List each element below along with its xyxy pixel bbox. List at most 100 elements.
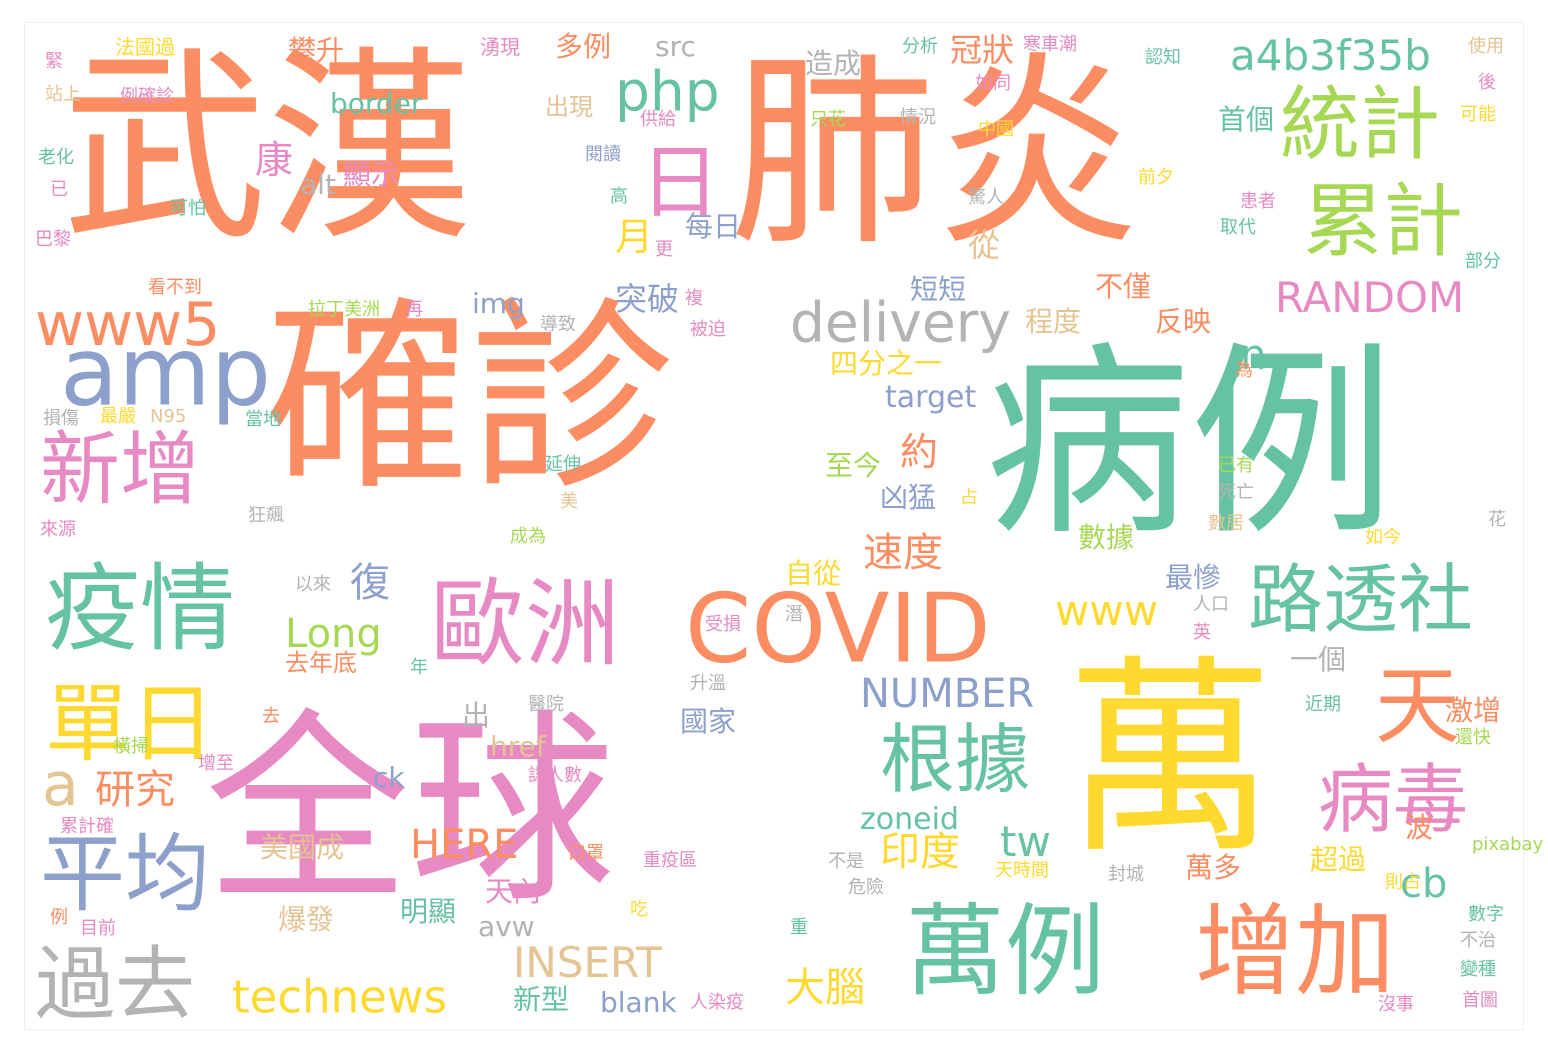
word-cloud-word: www <box>1055 586 1159 635</box>
word-cloud-word: border <box>330 87 423 120</box>
word-cloud-word: href <box>490 730 546 763</box>
word-cloud-word: 凶猛 <box>880 481 937 514</box>
word-cloud-word: 高 <box>610 186 628 207</box>
word-cloud-word: 萬 <box>1065 637 1276 882</box>
word-cloud-word: 根據 <box>880 715 1031 804</box>
word-cloud-word: 患者 <box>1240 191 1276 212</box>
word-cloud-word: 月 <box>615 215 654 259</box>
word-cloud-word: 沒事 <box>1378 994 1414 1015</box>
word-cloud-word: 康 <box>255 138 294 182</box>
word-cloud-word: 認知 <box>1145 47 1181 68</box>
word-cloud-word: img <box>472 287 525 320</box>
word-cloud-word: 單日 <box>45 675 216 775</box>
word-cloud-word: 升溫 <box>690 673 726 694</box>
word-cloud-word: 肺炎 <box>730 35 1140 274</box>
word-cloud-word: 吃 <box>630 899 648 920</box>
word-cloud-word: 目前 <box>80 918 116 939</box>
word-cloud-word: Long <box>285 611 382 657</box>
word-cloud-word: 速度 <box>863 530 943 576</box>
word-cloud-word: 首圖 <box>1462 990 1498 1011</box>
word-cloud-word: 人染疫 <box>690 992 744 1013</box>
word-cloud-word: www5 <box>35 290 221 360</box>
word-cloud-word: 多例 <box>555 30 612 63</box>
word-cloud-word: 湧現 <box>480 35 520 59</box>
word-cloud-word: 後 <box>1478 72 1496 93</box>
word-cloud-word: 驚人 <box>968 187 1004 208</box>
word-cloud-word: 反映 <box>1155 305 1212 338</box>
word-cloud-word: 老化 <box>38 147 74 168</box>
word-cloud-word: 約 <box>900 430 939 474</box>
word-cloud-word: 延伸 <box>545 454 581 475</box>
word-cloud-word: 成為 <box>510 526 546 547</box>
word-cloud-word: 過去 <box>35 938 195 1031</box>
word-cloud-word: 封城 <box>1108 864 1144 885</box>
word-cloud-word: 印度 <box>880 829 960 875</box>
word-cloud-word: 數據 <box>1078 521 1135 554</box>
word-cloud-word: 拉丁美洲 <box>308 299 380 320</box>
word-cloud-word: 統計 <box>1280 78 1440 171</box>
word-cloud-word: blank <box>600 986 677 1019</box>
word-cloud-word: 萬例 <box>905 893 1105 1010</box>
word-cloud-word: 看不到 <box>148 277 202 298</box>
word-cloud-word: 造成 <box>805 47 862 80</box>
word-cloud-word: 可能 <box>1460 104 1496 125</box>
word-cloud-word: 病例 <box>985 325 1395 564</box>
word-cloud-word: COVID <box>685 574 991 685</box>
word-cloud-word: 死亡 <box>1218 482 1254 503</box>
word-cloud-word: 變種 <box>1460 959 1496 980</box>
word-cloud-word: 可怕 <box>170 198 206 219</box>
word-cloud-word: 已 <box>50 179 68 200</box>
word-cloud-word: 損傷 <box>43 408 79 429</box>
word-cloud-word: 超過 <box>1310 843 1367 876</box>
word-cloud-word: 如同 <box>975 73 1011 94</box>
word-cloud-word: 確診 <box>265 280 675 519</box>
word-cloud-word: 美 <box>560 491 578 512</box>
word-cloud-word: 只花 <box>810 109 846 130</box>
word-cloud-word: 出現 <box>545 93 593 121</box>
word-cloud-word: 平均 <box>40 825 211 925</box>
word-cloud-word: 來源 <box>40 519 76 540</box>
word-cloud-word: 橫掃 <box>113 736 149 757</box>
word-cloud-word: 例確診 <box>120 86 174 107</box>
word-cloud-word: 路透社 <box>1248 555 1474 644</box>
word-cloud-word: 閱讀 <box>585 144 621 165</box>
word-cloud-word: 出 <box>462 699 491 732</box>
word-cloud-word: amp <box>60 317 272 428</box>
word-cloud-word: 國家 <box>680 705 737 738</box>
word-cloud-word: a4b3f35b <box>1230 31 1431 80</box>
word-cloud-word: a <box>42 750 79 820</box>
word-cloud-word: 年 <box>410 657 428 678</box>
word-cloud-word: 激增 <box>1445 694 1502 727</box>
word-cloud-word: 短短 <box>910 273 967 306</box>
word-cloud-word: 去年底 <box>285 649 357 677</box>
word-cloud-word: 新型 <box>513 983 570 1016</box>
word-cloud-word: 攀升 <box>288 34 345 67</box>
word-cloud-word: 增加 <box>1195 893 1395 1010</box>
word-cloud-word: 部分 <box>1465 251 1501 272</box>
word-cloud-word: tw <box>1000 817 1051 866</box>
word-cloud-word: 天內 <box>485 875 542 908</box>
word-cloud-word: 花 <box>1488 509 1506 530</box>
word-cloud-word: zoneid <box>860 802 959 837</box>
word-cloud-word: 突破 <box>615 280 680 318</box>
word-cloud-word: 占 <box>960 487 978 508</box>
word-cloud-word: 不僅 <box>1095 270 1152 303</box>
word-cloud-word: 天 <box>1375 657 1461 757</box>
word-cloud-word: INSERT <box>513 938 662 987</box>
word-cloud-word: 天時間 <box>995 860 1049 881</box>
word-cloud-word: 從 <box>968 226 1001 264</box>
word-cloud-word: avw <box>478 910 535 943</box>
word-cloud-word: 研究 <box>95 767 175 813</box>
word-cloud-word: 武漢 <box>62 30 472 269</box>
word-cloud-word: 明顯 <box>400 895 457 928</box>
word-cloud-word: 例 <box>50 907 68 928</box>
word-cloud-word: delivery <box>790 290 1011 355</box>
word-cloud-word: php <box>615 59 720 124</box>
word-cloud-word: 新增 <box>40 423 200 516</box>
word-cloud-word: 萬多 <box>1185 851 1242 884</box>
word-cloud-word: 則占 <box>1385 872 1421 893</box>
word-cloud-word: 爆發 <box>278 903 335 936</box>
word-cloud-frame <box>24 22 1524 1030</box>
word-cloud-word: 法國過 <box>115 35 175 59</box>
